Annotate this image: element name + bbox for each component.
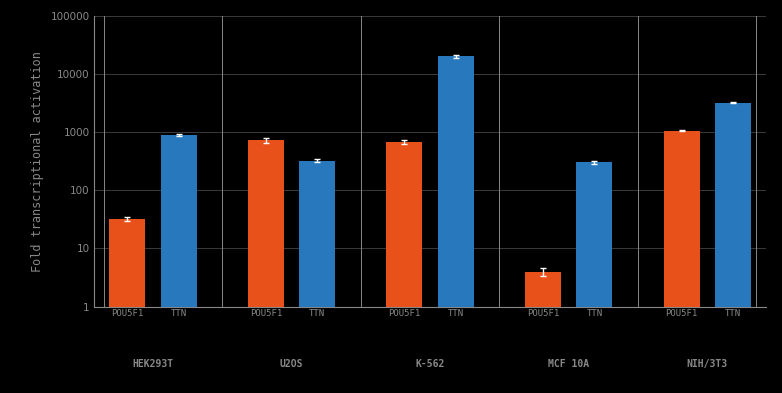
Bar <box>386 142 422 393</box>
Text: K-562: K-562 <box>415 359 445 369</box>
Bar <box>664 131 700 393</box>
Text: MCF 10A: MCF 10A <box>548 359 590 369</box>
Bar <box>300 161 335 393</box>
Bar <box>438 56 474 393</box>
Text: U2OS: U2OS <box>280 359 303 369</box>
Bar <box>576 162 612 393</box>
Text: HEK293T: HEK293T <box>132 359 174 369</box>
Y-axis label: Fold transcriptional activation: Fold transcriptional activation <box>30 51 44 272</box>
Bar <box>715 103 751 393</box>
Bar <box>248 140 284 393</box>
Text: NIH/3T3: NIH/3T3 <box>687 359 728 369</box>
Bar <box>109 219 145 393</box>
Bar <box>160 135 196 393</box>
Bar <box>525 272 561 393</box>
